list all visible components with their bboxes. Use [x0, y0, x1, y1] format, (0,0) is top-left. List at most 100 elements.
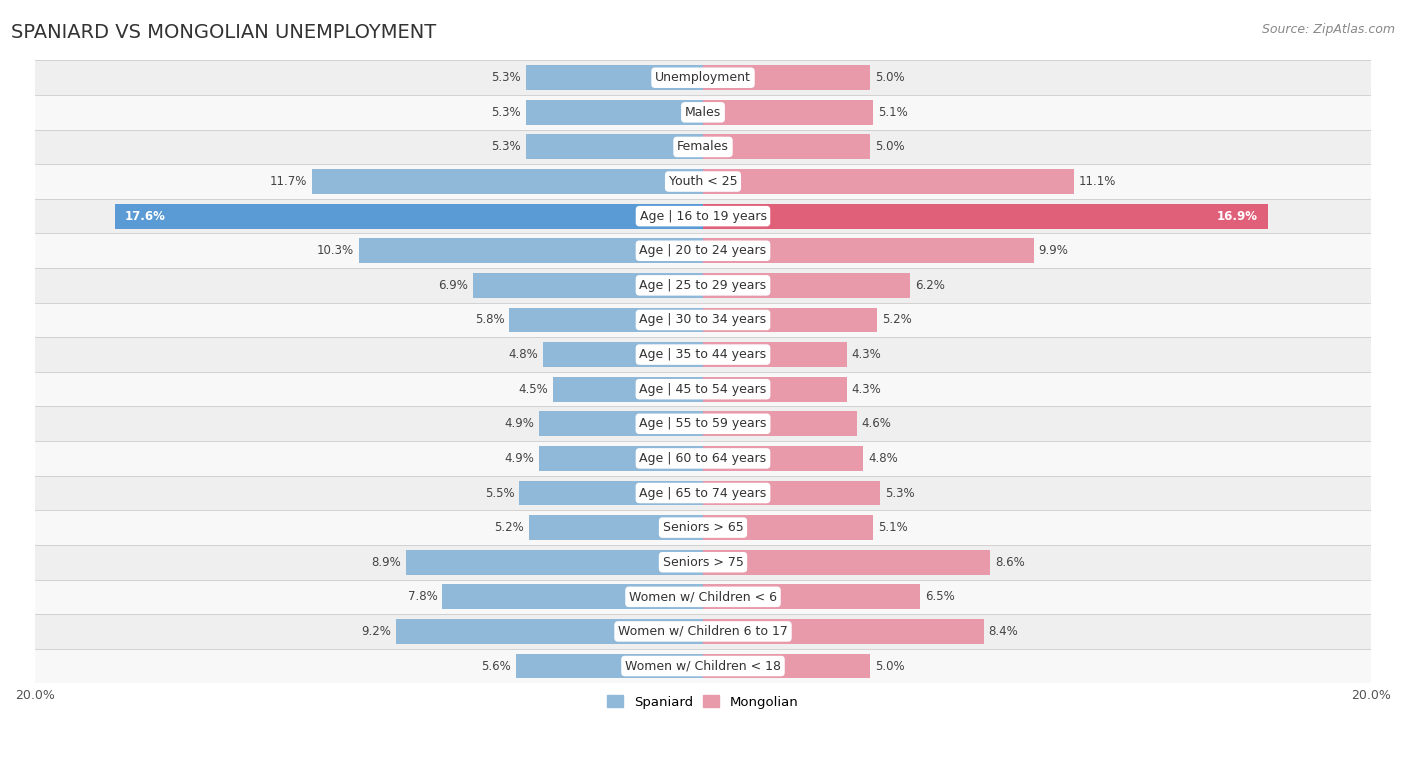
- Bar: [35, 95, 1371, 129]
- Bar: [703, 619, 984, 644]
- Bar: [35, 580, 1371, 614]
- Bar: [703, 411, 856, 436]
- Bar: [35, 303, 1371, 338]
- Bar: [35, 649, 1371, 684]
- Bar: [540, 411, 703, 436]
- Bar: [359, 238, 703, 263]
- Text: Age | 20 to 24 years: Age | 20 to 24 years: [640, 245, 766, 257]
- Text: 5.5%: 5.5%: [485, 487, 515, 500]
- Text: Youth < 25: Youth < 25: [669, 175, 737, 188]
- Text: 5.0%: 5.0%: [875, 659, 904, 672]
- Bar: [553, 377, 703, 402]
- Bar: [519, 481, 703, 506]
- Bar: [35, 338, 1371, 372]
- Text: Age | 35 to 44 years: Age | 35 to 44 years: [640, 348, 766, 361]
- Text: 4.6%: 4.6%: [862, 417, 891, 430]
- Text: Age | 55 to 59 years: Age | 55 to 59 years: [640, 417, 766, 430]
- Bar: [115, 204, 703, 229]
- Bar: [35, 199, 1371, 233]
- Text: Age | 65 to 74 years: Age | 65 to 74 years: [640, 487, 766, 500]
- Bar: [312, 169, 703, 194]
- Bar: [703, 653, 870, 678]
- Bar: [703, 584, 920, 609]
- Text: 5.6%: 5.6%: [481, 659, 510, 672]
- Text: 11.1%: 11.1%: [1078, 175, 1116, 188]
- Text: 16.9%: 16.9%: [1216, 210, 1257, 223]
- Text: 11.7%: 11.7%: [270, 175, 307, 188]
- Text: Unemployment: Unemployment: [655, 71, 751, 84]
- Bar: [526, 135, 703, 160]
- Text: 4.3%: 4.3%: [852, 383, 882, 396]
- Bar: [543, 342, 703, 367]
- Text: 4.5%: 4.5%: [517, 383, 548, 396]
- Text: 5.3%: 5.3%: [491, 71, 522, 84]
- Text: 8.9%: 8.9%: [371, 556, 401, 569]
- Bar: [703, 550, 990, 575]
- Text: Age | 25 to 29 years: Age | 25 to 29 years: [640, 279, 766, 292]
- Text: 10.3%: 10.3%: [316, 245, 354, 257]
- Text: 4.8%: 4.8%: [508, 348, 537, 361]
- Text: 6.9%: 6.9%: [437, 279, 468, 292]
- Bar: [516, 653, 703, 678]
- Text: 5.2%: 5.2%: [495, 521, 524, 534]
- Bar: [35, 268, 1371, 303]
- Text: 5.3%: 5.3%: [491, 106, 522, 119]
- Text: Women w/ Children 6 to 17: Women w/ Children 6 to 17: [619, 625, 787, 638]
- Text: Women w/ Children < 6: Women w/ Children < 6: [628, 590, 778, 603]
- Text: 9.9%: 9.9%: [1039, 245, 1069, 257]
- Text: Age | 30 to 34 years: Age | 30 to 34 years: [640, 313, 766, 326]
- Text: 5.0%: 5.0%: [875, 71, 904, 84]
- Bar: [526, 65, 703, 90]
- Bar: [35, 475, 1371, 510]
- Text: 9.2%: 9.2%: [361, 625, 391, 638]
- Bar: [443, 584, 703, 609]
- Text: Age | 16 to 19 years: Age | 16 to 19 years: [640, 210, 766, 223]
- Bar: [472, 273, 703, 298]
- Bar: [703, 273, 910, 298]
- Bar: [35, 129, 1371, 164]
- Bar: [35, 233, 1371, 268]
- Bar: [35, 372, 1371, 407]
- Text: Age | 60 to 64 years: Age | 60 to 64 years: [640, 452, 766, 465]
- Bar: [703, 65, 870, 90]
- Legend: Spaniard, Mongolian: Spaniard, Mongolian: [602, 690, 804, 714]
- Text: 5.8%: 5.8%: [475, 313, 505, 326]
- Text: Seniors > 65: Seniors > 65: [662, 521, 744, 534]
- Bar: [703, 204, 1268, 229]
- Bar: [509, 307, 703, 332]
- Bar: [703, 516, 873, 540]
- Text: Women w/ Children < 18: Women w/ Children < 18: [626, 659, 780, 672]
- Bar: [703, 446, 863, 471]
- Text: 5.3%: 5.3%: [884, 487, 915, 500]
- Bar: [540, 446, 703, 471]
- Bar: [703, 342, 846, 367]
- Text: 7.8%: 7.8%: [408, 590, 437, 603]
- Bar: [35, 441, 1371, 475]
- Bar: [35, 407, 1371, 441]
- Bar: [526, 100, 703, 125]
- Text: 4.3%: 4.3%: [852, 348, 882, 361]
- Bar: [703, 377, 846, 402]
- Bar: [703, 135, 870, 160]
- Text: Age | 45 to 54 years: Age | 45 to 54 years: [640, 383, 766, 396]
- Bar: [703, 307, 877, 332]
- Text: SPANIARD VS MONGOLIAN UNEMPLOYMENT: SPANIARD VS MONGOLIAN UNEMPLOYMENT: [11, 23, 436, 42]
- Text: 4.9%: 4.9%: [505, 452, 534, 465]
- Bar: [35, 614, 1371, 649]
- Text: 6.5%: 6.5%: [925, 590, 955, 603]
- Text: 5.0%: 5.0%: [875, 141, 904, 154]
- Text: 5.3%: 5.3%: [491, 141, 522, 154]
- Bar: [703, 238, 1033, 263]
- Bar: [35, 61, 1371, 95]
- Text: 4.9%: 4.9%: [505, 417, 534, 430]
- Text: Seniors > 75: Seniors > 75: [662, 556, 744, 569]
- Text: 17.6%: 17.6%: [125, 210, 166, 223]
- Text: 4.8%: 4.8%: [869, 452, 898, 465]
- Bar: [703, 169, 1074, 194]
- Bar: [529, 516, 703, 540]
- Text: Source: ZipAtlas.com: Source: ZipAtlas.com: [1261, 23, 1395, 36]
- Bar: [406, 550, 703, 575]
- Text: 8.4%: 8.4%: [988, 625, 1018, 638]
- Bar: [703, 100, 873, 125]
- Text: Males: Males: [685, 106, 721, 119]
